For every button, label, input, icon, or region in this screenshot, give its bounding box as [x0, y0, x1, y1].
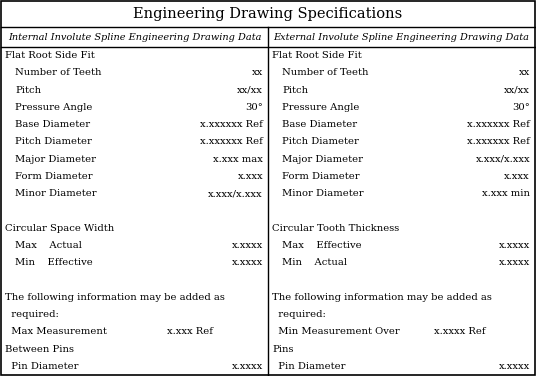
- Text: Min    Actual: Min Actual: [282, 258, 347, 267]
- Text: x.xxxxxx Ref: x.xxxxxx Ref: [467, 120, 530, 129]
- Text: 30°: 30°: [245, 103, 263, 112]
- Text: Pins: Pins: [272, 345, 294, 353]
- Text: Min    Effective: Min Effective: [15, 258, 93, 267]
- Text: x.xxx: x.xxx: [504, 172, 530, 181]
- Text: Base Diameter: Base Diameter: [282, 120, 357, 129]
- Text: x.xxx min: x.xxx min: [482, 189, 530, 198]
- Text: The following information may be added as: The following information may be added a…: [5, 293, 225, 302]
- Text: x.xxx/x.xxx: x.xxx/x.xxx: [209, 189, 263, 198]
- Text: Max    Effective: Max Effective: [282, 241, 362, 250]
- Text: Pin Diameter: Pin Diameter: [5, 362, 78, 371]
- Text: x.xxxx: x.xxxx: [499, 362, 530, 371]
- Text: required:: required:: [5, 310, 59, 319]
- Text: Pitch Diameter: Pitch Diameter: [282, 138, 359, 146]
- Text: Pin Diameter: Pin Diameter: [272, 362, 346, 371]
- Text: Minor Diameter: Minor Diameter: [15, 189, 96, 198]
- Text: x.xxx/x.xxx: x.xxx/x.xxx: [475, 155, 530, 164]
- Text: x.xxxx: x.xxxx: [232, 362, 263, 371]
- Text: x.xxx: x.xxx: [237, 172, 263, 181]
- Text: Flat Root Side Fit: Flat Root Side Fit: [272, 51, 362, 60]
- Text: x.xxxxxx Ref: x.xxxxxx Ref: [200, 120, 263, 129]
- Text: The following information may be added as: The following information may be added a…: [272, 293, 492, 302]
- Text: Pitch: Pitch: [282, 86, 308, 95]
- Text: required:: required:: [272, 310, 326, 319]
- Text: xx/xx: xx/xx: [504, 86, 530, 95]
- Text: Form Diameter: Form Diameter: [282, 172, 360, 181]
- Text: x.xxx Ref: x.xxx Ref: [167, 327, 213, 337]
- Text: xx: xx: [252, 68, 263, 77]
- Text: x.xxxxxx Ref: x.xxxxxx Ref: [467, 138, 530, 146]
- Text: Pitch Diameter: Pitch Diameter: [15, 138, 92, 146]
- Text: Internal Involute Spline Engineering Drawing Data: Internal Involute Spline Engineering Dra…: [8, 32, 261, 41]
- Text: Circular Space Width: Circular Space Width: [5, 224, 114, 233]
- Text: External Involute Spline Engineering Drawing Data: External Involute Spline Engineering Dra…: [273, 32, 530, 41]
- Text: Number of Teeth: Number of Teeth: [15, 68, 101, 77]
- Text: Engineering Drawing Specifications: Engineering Drawing Specifications: [133, 7, 403, 21]
- Text: Between Pins: Between Pins: [5, 345, 74, 353]
- Text: xx: xx: [519, 68, 530, 77]
- Text: xx/xx: xx/xx: [237, 86, 263, 95]
- Text: Flat Root Side Fit: Flat Root Side Fit: [5, 51, 95, 60]
- Text: Max Measurement: Max Measurement: [5, 327, 107, 337]
- Text: x.xxxx: x.xxxx: [232, 258, 263, 267]
- Text: Minor Diameter: Minor Diameter: [282, 189, 363, 198]
- Text: x.xxxx: x.xxxx: [232, 241, 263, 250]
- Text: Major Diameter: Major Diameter: [15, 155, 96, 164]
- Text: x.xxxx: x.xxxx: [499, 258, 530, 267]
- Text: Pressure Angle: Pressure Angle: [15, 103, 92, 112]
- Text: x.xxxx: x.xxxx: [499, 241, 530, 250]
- Text: Circular Tooth Thickness: Circular Tooth Thickness: [272, 224, 399, 233]
- Text: Min Measurement Over: Min Measurement Over: [272, 327, 400, 337]
- Text: Major Diameter: Major Diameter: [282, 155, 363, 164]
- Text: Pressure Angle: Pressure Angle: [282, 103, 359, 112]
- Text: Max    Actual: Max Actual: [15, 241, 82, 250]
- Text: x.xxxxxx Ref: x.xxxxxx Ref: [200, 138, 263, 146]
- Text: x.xxxx Ref: x.xxxx Ref: [434, 327, 485, 337]
- Text: Number of Teeth: Number of Teeth: [282, 68, 369, 77]
- Text: x.xxx max: x.xxx max: [213, 155, 263, 164]
- Text: Form Diameter: Form Diameter: [15, 172, 93, 181]
- Text: 30°: 30°: [512, 103, 530, 112]
- Text: Base Diameter: Base Diameter: [15, 120, 90, 129]
- Text: Pitch: Pitch: [15, 86, 41, 95]
